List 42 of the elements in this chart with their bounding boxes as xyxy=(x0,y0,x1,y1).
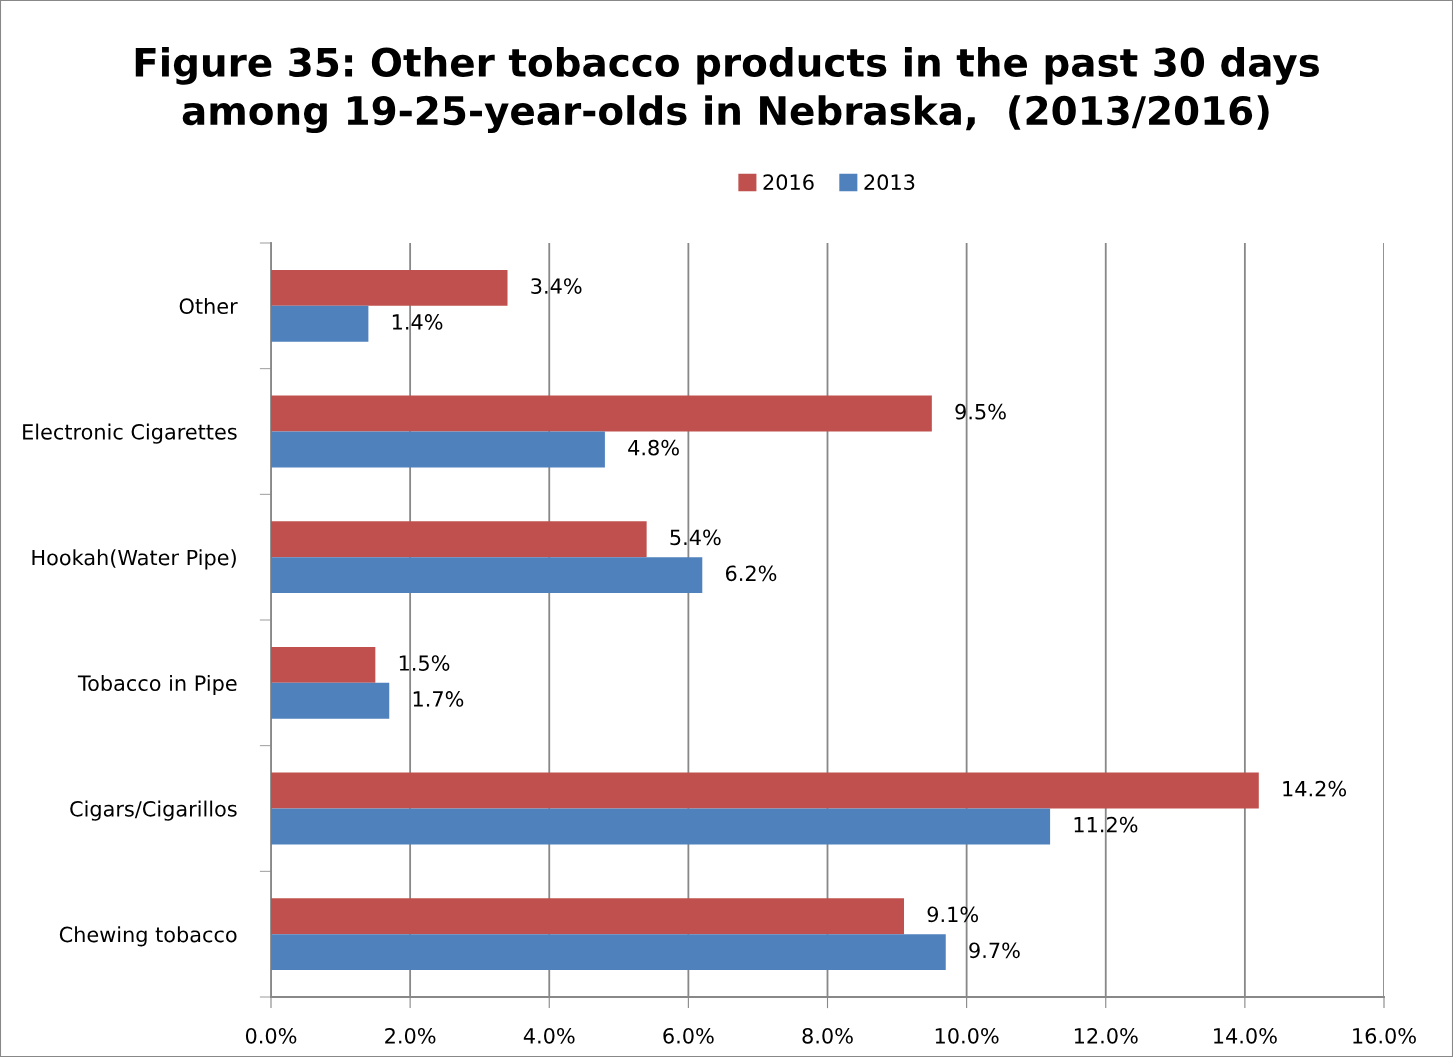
y-tick-label: Other xyxy=(179,297,238,315)
x-tick-label: 14.0% xyxy=(1214,1027,1277,1044)
bar xyxy=(271,269,508,306)
chart-title: Figure 35: Other tobacco products in the past 30 days among 19-25-year-olds in Nebraska, (2013/2016) xyxy=(135,46,1319,134)
y-tick-label: Electronic Cigarettes xyxy=(23,423,237,444)
x-tick-label: 2.0% xyxy=(385,1027,436,1044)
y-tick-label: Tobacco in Pipe xyxy=(77,674,237,696)
bar xyxy=(271,934,946,971)
bar xyxy=(271,646,376,683)
bar xyxy=(271,808,1051,845)
data-label: 9.1% xyxy=(927,906,979,923)
data-label: 1.4% xyxy=(392,314,443,330)
bar xyxy=(271,682,390,719)
bar xyxy=(271,305,369,342)
legend-label: 2016 xyxy=(763,174,814,191)
data-label: 9.7% xyxy=(969,942,1020,959)
bar xyxy=(271,431,605,468)
data-label: 9.5% xyxy=(955,403,1006,420)
x-tick-label: 8.0% xyxy=(802,1027,853,1044)
legend-label: 2013 xyxy=(864,174,915,191)
bar xyxy=(271,521,647,558)
data-label: 5.4% xyxy=(670,529,721,546)
data-label: 6.2% xyxy=(725,565,777,582)
x-tick-label: 0.0% xyxy=(245,1027,297,1044)
bar xyxy=(271,898,905,935)
data-label: 4.8% xyxy=(628,439,679,456)
y-tick-label: Chewing tobacco xyxy=(59,926,237,947)
x-tick-label: 10.0% xyxy=(935,1027,999,1044)
x-tick-label: 12.0% xyxy=(1074,1027,1138,1044)
data-label: 11.2% xyxy=(1074,816,1138,833)
bar xyxy=(271,557,703,594)
y-tick-label: Cigars/Cigarillos xyxy=(70,800,237,821)
data-label: 1.7% xyxy=(413,691,464,707)
bar xyxy=(271,395,932,432)
x-tick-label: 6.0% xyxy=(663,1027,714,1044)
data-label: 3.4% xyxy=(531,278,582,294)
y-tick-label: Hookah(Water Pipe) xyxy=(32,549,236,570)
data-label: 1.5% xyxy=(399,655,450,671)
bar xyxy=(271,772,1259,809)
x-tick-label: 4.0% xyxy=(523,1027,575,1044)
data-label: 14.2% xyxy=(1283,780,1347,797)
x-tick-label: 16.0% xyxy=(1353,1027,1416,1044)
